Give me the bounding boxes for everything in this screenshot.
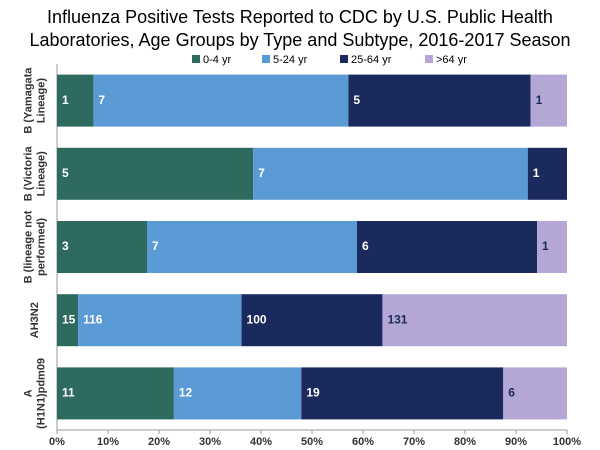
- data-label: 5: [62, 166, 69, 180]
- x-tick-label: 100%: [553, 436, 581, 448]
- y-tick-label-line: AH3N2: [29, 302, 41, 338]
- bar-segment: [57, 147, 254, 200]
- y-tick-label-line: (H1N1)pdm09: [35, 358, 47, 429]
- legend-swatch: [340, 55, 348, 63]
- y-tick-label: B (Victoria Lineage): [22, 146, 47, 202]
- legend-swatch: [425, 55, 433, 63]
- bar-segment: [357, 221, 537, 273]
- x-tick-label: 0%: [49, 436, 65, 448]
- x-tick-label: 30%: [199, 436, 221, 448]
- legend-swatch: [192, 55, 200, 63]
- chart-title: Laboratories, Age Groups by Type and Sub…: [29, 30, 570, 50]
- data-label: 131: [387, 312, 407, 326]
- bar-segment: [382, 294, 567, 347]
- chart-title: Influenza Positive Tests Reported to CDC…: [47, 7, 553, 27]
- data-label: 100: [247, 312, 267, 326]
- x-tick-label: 10%: [97, 436, 119, 448]
- y-tick-label-line: performed): [35, 218, 47, 276]
- x-tick-label: 50%: [301, 436, 323, 448]
- y-tick-label-line: B (lineage not: [22, 210, 34, 283]
- data-label: 1: [542, 239, 549, 253]
- bar-segment: [253, 147, 528, 200]
- x-tick-label: 20%: [148, 436, 170, 448]
- legend-label: >64 yr: [436, 54, 467, 66]
- data-label: 11: [62, 386, 75, 400]
- data-label: 1: [536, 93, 543, 107]
- bar-segment: [147, 221, 357, 273]
- y-tick-label-line: B (Victoria: [22, 146, 34, 202]
- legend-swatch: [262, 55, 270, 63]
- data-label: 7: [152, 239, 159, 253]
- bar-segment: [241, 294, 383, 347]
- bar-segment: [301, 367, 504, 420]
- data-label: 7: [258, 166, 265, 180]
- data-label: 12: [179, 386, 193, 400]
- bar-segment: [527, 147, 567, 200]
- x-tick-label: 40%: [250, 436, 272, 448]
- y-tick-label: B (lineage not performed): [22, 210, 47, 283]
- bar-segment: [173, 367, 302, 420]
- legend-label: 0-4 yr: [203, 54, 231, 66]
- x-tick-label: 90%: [505, 436, 527, 448]
- y-tick-label: A (H1N1)pdm09: [22, 358, 47, 429]
- data-label: 1: [533, 166, 540, 180]
- y-tick-label: B (Yamagata Lineage): [22, 67, 47, 134]
- bar-segment: [57, 221, 147, 273]
- x-tick-label: 80%: [454, 436, 476, 448]
- y-tick-label: AH3N2: [29, 302, 41, 338]
- x-tick-label: 70%: [403, 436, 425, 448]
- data-label: 15: [62, 312, 76, 326]
- data-label: 6: [508, 386, 515, 400]
- data-label: 19: [306, 386, 320, 400]
- bar-segment: [530, 74, 567, 127]
- legend-label: 5-24 yr: [273, 54, 308, 66]
- bar-segment: [57, 74, 94, 127]
- data-label: 1: [62, 93, 69, 107]
- y-tick-label-line: A: [22, 389, 34, 397]
- y-tick-label-line: Lineage): [35, 78, 47, 124]
- x-tick-label: 60%: [352, 436, 374, 448]
- bar-segment: [57, 367, 174, 420]
- data-label: 5: [353, 93, 360, 107]
- data-label: 7: [98, 93, 105, 107]
- data-label: 116: [83, 312, 103, 326]
- legend-label: 25-64 yr: [351, 54, 392, 66]
- bar-segment: [78, 294, 242, 347]
- bar-segment: [537, 221, 567, 273]
- bar-segment: [93, 74, 349, 127]
- data-label: 3: [62, 239, 69, 253]
- y-tick-label-line: Lineage): [35, 151, 47, 197]
- y-tick-label-line: B (Yamagata: [22, 67, 34, 134]
- bar-segment: [348, 74, 531, 127]
- bar-segment: [57, 294, 79, 347]
- data-label: 6: [362, 239, 369, 253]
- bar-segment: [503, 367, 567, 420]
